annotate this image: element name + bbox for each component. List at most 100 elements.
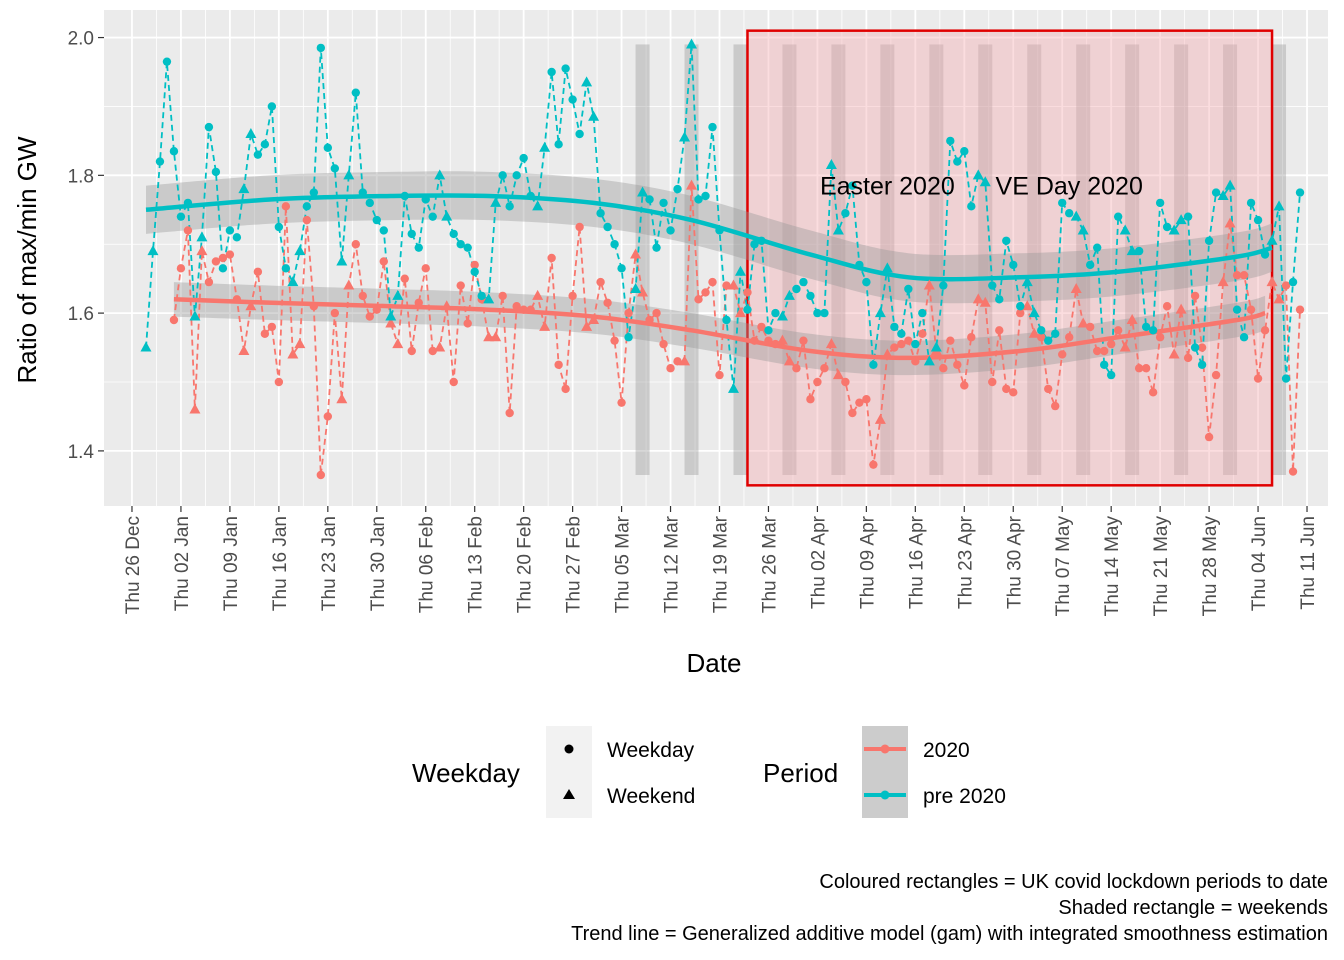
data-point-weekend <box>1021 276 1033 287</box>
data-point-weekend <box>287 276 299 287</box>
data-point-weekday <box>470 260 479 270</box>
data-point-weekend <box>441 300 453 311</box>
data-point-weekday <box>1295 188 1305 197</box>
caption-line-1: Coloured rectangles = UK covid lockdown … <box>819 871 1328 893</box>
data-point-weekend <box>1224 179 1236 190</box>
data-point-weekday <box>1099 360 1109 369</box>
data-point-weekday <box>848 408 857 418</box>
data-point-weekend <box>1028 307 1040 318</box>
data-point-weekend <box>434 341 446 352</box>
data-point-weekday <box>1009 260 1018 270</box>
data-point-weekday <box>218 264 228 273</box>
data-point-weekend <box>1126 314 1138 324</box>
data-point-weekday <box>372 215 381 225</box>
data-point-weekday <box>764 326 773 335</box>
data-point-weekend <box>336 393 348 404</box>
data-point-weekday <box>1190 343 1200 352</box>
data-point-weekend <box>825 159 837 169</box>
data-point-weekend <box>343 279 355 290</box>
data-point-weekday <box>407 229 416 239</box>
data-point-weekday <box>1204 236 1214 245</box>
data-point-weekend <box>238 345 250 355</box>
data-point-weekday <box>645 195 654 204</box>
data-point-weekend <box>630 248 642 259</box>
data-point-weekday <box>1211 188 1221 197</box>
caption-line-2: Shaded rectangle = weekends <box>1058 897 1328 919</box>
data-point-weekday <box>1253 215 1263 225</box>
data-point-weekday <box>953 157 962 166</box>
data-point-weekend <box>874 307 886 318</box>
data-point-weekend <box>1119 341 1131 352</box>
weekend-bar <box>635 44 650 475</box>
data-point-weekday <box>1183 353 1193 363</box>
data-point-weekday <box>743 305 752 314</box>
data-point-weekday <box>617 264 626 273</box>
data-point-weekday <box>1085 260 1095 270</box>
data-point-weekday <box>897 339 906 349</box>
data-point-weekday <box>274 222 284 232</box>
data-point-weekday <box>722 315 731 325</box>
data-point-weekday <box>1197 360 1207 369</box>
data-point-weekday <box>813 308 822 318</box>
y-tick-label: 1.6 <box>68 304 94 325</box>
data-point-weekday <box>323 412 333 421</box>
data-point-weekend <box>434 169 446 180</box>
weekend-bar <box>1027 44 1042 475</box>
x-tick-label: Thu 16 Jan <box>270 516 291 611</box>
data-point-weekday <box>939 281 948 290</box>
data-point-weekday <box>498 291 507 301</box>
data-point-weekday <box>757 236 766 245</box>
data-point-weekday <box>498 171 507 180</box>
legend-period-key-bg <box>862 726 908 818</box>
data-point-weekend <box>637 286 649 297</box>
x-tick-label: Thu 13 Feb <box>466 516 487 613</box>
data-point-weekend <box>196 231 208 242</box>
data-point-weekday <box>1099 346 1109 356</box>
data-point-weekday <box>995 326 1004 335</box>
data-point-weekday <box>1058 350 1067 359</box>
data-point-weekday <box>1037 333 1046 342</box>
weekend-bar <box>684 44 699 475</box>
data-point-weekday <box>1134 364 1144 373</box>
data-point-weekend <box>727 279 739 290</box>
data-point-weekend <box>881 262 893 273</box>
data-point-weekend <box>679 355 691 366</box>
data-point-weekday <box>526 305 535 314</box>
data-point-weekday <box>225 250 235 259</box>
data-point-weekday <box>960 381 969 390</box>
series-line <box>145 44 1301 389</box>
data-point-weekday <box>946 336 955 345</box>
data-point-weekday <box>911 339 920 349</box>
data-point-weekday <box>610 336 619 345</box>
data-point-weekend <box>490 331 502 342</box>
data-point-weekday <box>330 164 340 173</box>
data-point-weekday <box>414 243 423 252</box>
data-point-weekday <box>694 295 703 304</box>
data-point-weekday <box>1141 364 1151 373</box>
data-point-weekday <box>183 198 193 208</box>
data-point-weekday <box>799 277 808 287</box>
data-point-weekday <box>904 336 913 345</box>
data-point-weekend <box>483 293 495 304</box>
data-point-weekday <box>204 277 214 287</box>
data-point-weekday <box>1288 467 1298 476</box>
data-point-weekend <box>972 293 984 304</box>
data-point-weekend <box>343 169 355 180</box>
data-point-weekend <box>881 348 893 359</box>
data-point-weekend <box>238 183 250 194</box>
data-point-weekday <box>694 195 703 204</box>
data-point-weekend <box>1077 224 1089 235</box>
data-point-weekday <box>918 329 927 338</box>
series-lines <box>145 44 1301 476</box>
data-point-weekday <box>463 243 472 252</box>
data-point-weekday <box>1113 326 1123 335</box>
data-point-weekend <box>923 279 935 290</box>
data-point-weekday <box>610 240 619 249</box>
data-point-weekday <box>652 308 661 318</box>
data-point-weekday <box>855 398 864 407</box>
x-tick-label: Thu 26 Dec <box>123 516 144 614</box>
data-point-weekday <box>946 136 955 146</box>
data-point-weekday <box>547 253 556 263</box>
data-point-weekday <box>1085 322 1095 332</box>
